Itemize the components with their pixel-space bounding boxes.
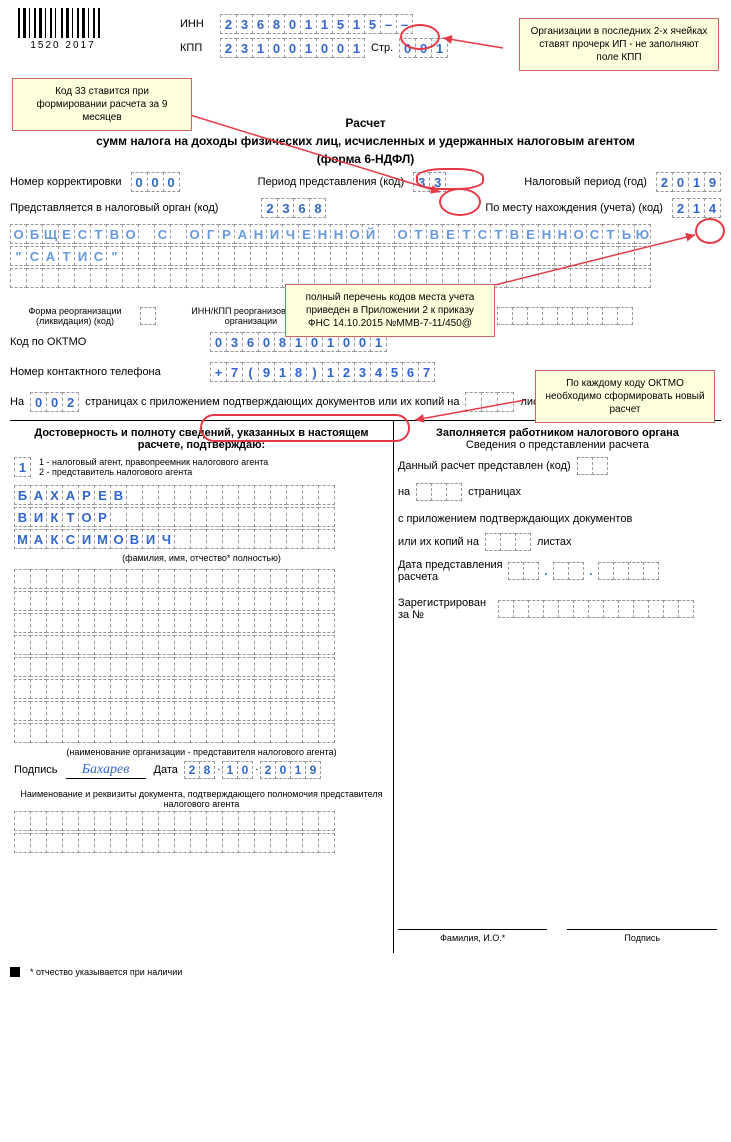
oktmo-label: Код по ОКТМО [10, 336, 130, 348]
worker-l5: Дата представления расчета [398, 559, 508, 583]
phone-label: Номер контактного телефона [10, 366, 170, 378]
firstname-cells: ВИКТОР [14, 507, 335, 527]
worker-l4a: или их копий на [398, 536, 479, 548]
worker-l3: с приложением подтверждающих документов [398, 513, 632, 525]
worker-sig: Подпись [567, 933, 717, 943]
pages-cells: 002 [30, 392, 79, 412]
place-label: По месту нахождения (учета) (код) [485, 202, 663, 214]
confirm-opt2: 2 - представитель налогового агента [39, 467, 268, 477]
tax-period-cells: 2019 [656, 172, 721, 192]
worker-l6: Зарегистрирован за № [398, 597, 498, 621]
reorg-label: Форма реорганизации (ликвидация) (код) [10, 306, 140, 326]
surname-cells: БАХАРЕВ [14, 485, 335, 505]
confirm-opt1: 1 - налоговый агент, правопреемник налог… [39, 457, 268, 467]
footnote: * отчество указывается при наличии [30, 967, 182, 977]
worker-sub: Сведения о представлении расчета [398, 439, 717, 451]
barcode-label: 1520 2017 [18, 40, 108, 51]
pages-attach [465, 392, 514, 412]
callout-oktmo: По каждому коду ОКТМО необходимо сформир… [535, 370, 715, 423]
doc-rows [14, 809, 389, 853]
fio-note: (фамилия, имя, отчество* полностью) [14, 553, 389, 563]
place-cells: 214 [672, 198, 721, 218]
org-name: ОБЩЕСТВОСОГРАНИЧЕННОЙОТВЕТСТВЕННОСТЬЮ "С… [10, 224, 721, 288]
callout-code-33: Код 33 ставится при формировании расчета… [12, 78, 192, 131]
worker-header: Заполняется работником налогового органа [398, 427, 717, 439]
kpp-label: КПП [180, 42, 220, 54]
date-cells: 28.10.2019 [184, 761, 321, 779]
page-label: Стр. [371, 42, 393, 54]
page-cells: 001 [399, 38, 448, 58]
kpp-cells: 231001001 [220, 38, 365, 58]
barcode: 1520 2017 [18, 8, 108, 51]
sign-label: Подпись [14, 764, 58, 776]
period-cells: 33 [413, 172, 446, 192]
org-rep-note: (наименование организации - представител… [14, 747, 389, 757]
callout-org-dash: Организации в последних 2-х ячейках став… [519, 18, 719, 71]
authority-label: Представляется в налоговый орган (код) [10, 202, 218, 214]
pages-prefix: На [10, 396, 24, 408]
date-label: Дата [154, 764, 178, 776]
title-l3: (форма 6-НДФЛ) [10, 152, 721, 166]
black-square [10, 967, 20, 977]
reorg-code [140, 307, 156, 325]
phone-cells: +7(918)1234567 [210, 362, 435, 382]
pages-mid: страницах с приложением подтверждающих д… [85, 396, 459, 408]
callout-place-codes: полный перечень кодов места учета привед… [285, 284, 495, 337]
period-label: Период представления (код) [258, 176, 404, 188]
worker-l4b: листах [537, 536, 572, 548]
worker-fio: Фамилия, И.О.* [398, 933, 548, 943]
confirm-header: Достоверность и полноту сведений, указан… [14, 427, 389, 451]
signature: Бахарев [66, 762, 146, 779]
inn-label: ИНН [180, 18, 220, 30]
title-l2: сумм налога на доходы физических лиц, ис… [10, 134, 721, 148]
confirm-opt: 1 [14, 457, 31, 477]
worker-l2b: страницах [468, 486, 521, 498]
corr-label: Номер корректировки [10, 176, 121, 188]
rep-org-rows [14, 567, 389, 743]
doc-note: Наименование и реквизиты документа, подт… [14, 789, 389, 809]
inn-cells: 2368011515–– [220, 14, 413, 34]
worker-l1: Данный расчет представлен (код) [398, 460, 571, 472]
corr-cells: 000 [131, 172, 180, 192]
worker-l2a: на [398, 486, 410, 498]
authority-cells: 2368 [261, 198, 326, 218]
tax-period-label: Налоговый период (год) [524, 176, 647, 188]
patronymic-cells: МАКСИМОВИЧ [14, 529, 335, 549]
